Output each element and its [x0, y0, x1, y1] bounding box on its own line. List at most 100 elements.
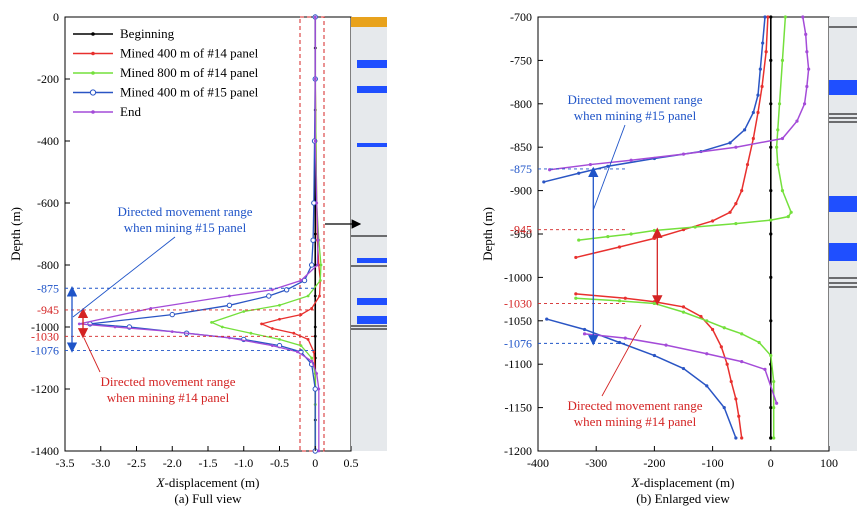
series-point-mined400_15 — [728, 141, 732, 145]
extra-y-tick-label: -875 — [37, 281, 59, 295]
series-point-mined400_14_lower — [734, 397, 738, 401]
series-point-mined800_14 — [249, 331, 253, 335]
series-point-end — [588, 162, 592, 167]
annotation-15-line1: Directed movement range — [118, 204, 253, 219]
series-point-mined800_14 — [783, 15, 787, 19]
series-point-mined800_14 — [606, 235, 610, 239]
series-point-beginning — [769, 189, 773, 193]
series-point-mined400_14_lower — [719, 345, 723, 349]
series-point-beginning — [769, 232, 773, 236]
series-point-mined400_14 — [310, 307, 314, 310]
series-line-mined800_14_lower — [575, 297, 775, 438]
legend-marker — [91, 110, 95, 114]
x-tick-label: 100 — [820, 456, 838, 470]
legend-label: Mined 800 m of #14 panel — [120, 65, 259, 80]
y-tick-label: -400 — [37, 134, 59, 148]
y-tick-label: -1100 — [504, 357, 532, 371]
series-point-mined400_15 — [312, 386, 318, 392]
series-point-mined400_15_lower — [734, 436, 738, 440]
series-point-mined800_14 — [777, 102, 782, 106]
x-axis-label-b: X-displacement (m) — [631, 475, 735, 490]
series-point-mined400_14 — [292, 331, 296, 335]
series-point-mined400_15 — [308, 262, 315, 268]
caption-a: (a) Full view — [174, 491, 242, 506]
y-tick-label: -1000 — [31, 320, 59, 334]
series-point-mined400_14_lower — [699, 314, 703, 319]
series-point-beginning — [313, 325, 317, 329]
series-point-end — [299, 279, 303, 282]
strata-layer — [351, 17, 387, 27]
strata-layer — [357, 298, 387, 305]
series-group-a — [77, 14, 323, 454]
series-point-mined400_15 — [758, 67, 762, 71]
legend-label: End — [120, 104, 141, 119]
series-point-mined400_14 — [740, 189, 744, 193]
x-tick-label: 0 — [768, 456, 774, 470]
series-point-mined400_14 — [751, 136, 755, 141]
series-point-mined800_14 — [769, 218, 773, 222]
series-point-mined400_15_lower — [681, 366, 686, 371]
series-point-end — [316, 238, 320, 242]
series-point-mined800_14 — [629, 232, 633, 236]
series-point-mined800_14 — [278, 338, 281, 341]
series-point-mined400_14_lower — [623, 296, 627, 300]
series-point-mined800_14 — [220, 325, 224, 329]
y-tick-label: -1000 — [504, 270, 532, 284]
series-point-mined400_14 — [306, 338, 310, 341]
series-point-mined800_14_lower — [681, 310, 686, 314]
y-axis-label-b: Depth (m) — [480, 207, 495, 261]
series-point-mined400_15 — [606, 164, 610, 168]
series-point-mined400_14 — [312, 350, 316, 354]
series-point-mined800_14 — [789, 210, 793, 214]
x-tick-label: -3.0 — [91, 456, 110, 470]
series-point-end — [315, 263, 319, 267]
series-point-mined800_14_lower — [769, 353, 773, 358]
annotation-15-pointer — [72, 236, 176, 318]
series-point-mined400_14 — [617, 245, 622, 249]
series-point-mined400_14 — [278, 317, 281, 321]
series-point-end — [313, 139, 317, 143]
x-tick-label: -400 — [527, 456, 549, 470]
series-point-end_lower — [740, 359, 744, 364]
series-point-mined800_14_lower — [772, 436, 776, 440]
series-point-beginning — [769, 275, 773, 279]
series-point-mined400_15_lower — [705, 384, 709, 388]
strata-layer — [357, 60, 387, 68]
series-point-end — [802, 102, 807, 106]
series-line-end — [79, 17, 320, 451]
series-point-end — [317, 387, 321, 391]
series-point-mined400_15 — [763, 15, 767, 19]
zoom-box — [299, 16, 325, 452]
y-tick-label: -1400 — [31, 444, 59, 458]
x-tick-label: 0 — [312, 456, 318, 470]
series-point-mined800_14 — [310, 356, 314, 360]
series-line-mined800_14 — [578, 16, 793, 241]
series-point-mined400_15 — [542, 180, 546, 184]
series-point-mined800_14_lower — [772, 379, 776, 384]
annotation-14-pointer — [83, 337, 101, 373]
series-point-end — [310, 359, 314, 363]
extra-y-tick-label: -1030 — [504, 296, 532, 310]
series-point-end — [315, 372, 319, 375]
series-point-end — [807, 67, 811, 71]
annotation-15-pointer — [592, 124, 626, 211]
annotation-15-line1: Directed movement range — [568, 92, 703, 107]
series-point-end_lower — [582, 332, 587, 336]
extra-y-tick-label: -945 — [510, 223, 532, 237]
series-point-mined400_14 — [745, 162, 750, 167]
series-point-mined800_14_lower — [740, 332, 744, 336]
caption-b: (b) Enlarged view — [636, 491, 730, 506]
series-point-mined800_14_lower — [705, 319, 709, 323]
series-point-mined400_14 — [318, 294, 321, 298]
series-point-mined400_14 — [728, 210, 732, 214]
series-point-mined800_14 — [786, 215, 790, 219]
series-point-mined800_14 — [776, 128, 780, 132]
series-point-mined400_15_lower — [652, 353, 657, 358]
series-point-mined400_14 — [711, 219, 715, 223]
legend-marker — [89, 89, 97, 96]
strata-column-b — [829, 17, 857, 451]
extra-y-tick-label: -1030 — [31, 329, 59, 343]
series-point-end_lower — [623, 336, 627, 340]
series-point-beginning — [769, 102, 773, 106]
